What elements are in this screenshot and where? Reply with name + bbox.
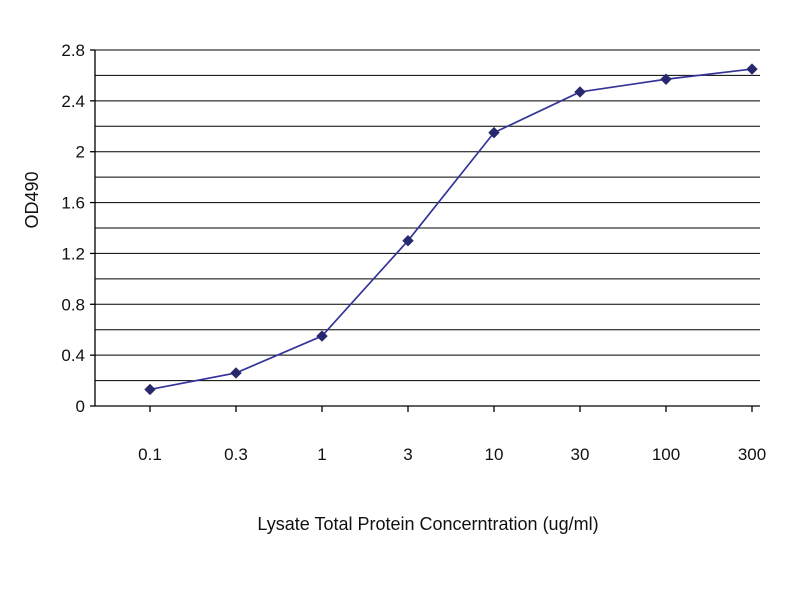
x-tick-label: 0.3 bbox=[224, 445, 248, 464]
x-tick-label: 1 bbox=[317, 445, 326, 464]
data-point-marker bbox=[746, 63, 758, 75]
x-tick-label: 0.1 bbox=[138, 445, 162, 464]
y-tick-label: 0.4 bbox=[61, 346, 85, 365]
x-tick-label: 10 bbox=[485, 445, 504, 464]
data-point-marker bbox=[144, 383, 156, 396]
y-tick-label: 0 bbox=[76, 397, 85, 416]
data-point-marker bbox=[230, 367, 242, 379]
y-tick-label: 2.4 bbox=[61, 92, 85, 111]
data-point-marker bbox=[660, 73, 672, 85]
y-axis-title: OD490 bbox=[22, 171, 42, 228]
data-point-marker bbox=[488, 126, 500, 139]
x-axis-title: Lysate Total Protein Concerntration (ug/… bbox=[257, 514, 598, 534]
x-tick-label: 30 bbox=[571, 445, 590, 464]
plot-area: 0 0.4 0.8 1.2 1.6 2 2.4 2.8 0.1 0.3 1 3 10 30 100 300 bbox=[61, 41, 766, 464]
data-point-marker bbox=[402, 235, 414, 247]
data-point-marker bbox=[574, 86, 586, 98]
x-tick-label: 100 bbox=[652, 445, 680, 464]
y-tick-label: 2.8 bbox=[61, 41, 85, 60]
data-point-marker bbox=[316, 330, 328, 342]
data-line bbox=[149, 68, 753, 391]
y-tick-label: 1.6 bbox=[61, 194, 85, 213]
y-tick-label: 0.8 bbox=[61, 295, 85, 314]
x-tick-label: 3 bbox=[403, 445, 412, 464]
y-tick-label: 2 bbox=[76, 143, 85, 162]
x-tick-label: 300 bbox=[738, 445, 766, 464]
y-tick-label: 1.2 bbox=[61, 244, 85, 263]
